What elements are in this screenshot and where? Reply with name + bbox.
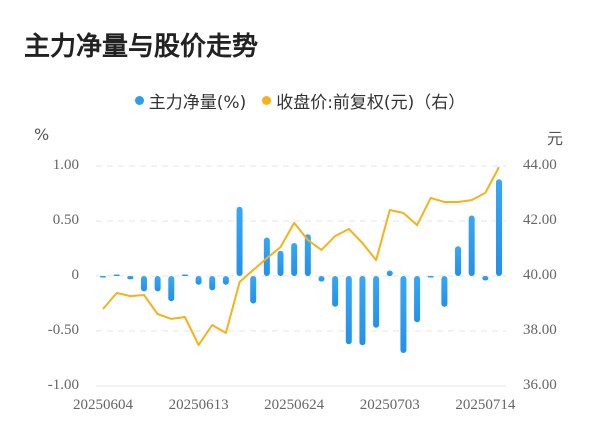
net-flow-bar[interactable] [373,276,380,328]
net-flow-bar[interactable] [277,250,284,276]
net-flow-bar[interactable] [236,206,243,276]
net-flow-bar[interactable] [222,276,229,285]
x-tick-label: 20250604 [73,397,133,413]
net-flow-bar[interactable] [386,270,393,277]
net-flow-bar[interactable] [209,276,216,291]
net-flow-bar[interactable] [195,276,202,285]
close-price-line[interactable] [102,166,500,346]
right-tick: 36.00 [523,377,557,393]
right-axis-unit: 元 [547,129,564,148]
net-flow-bar[interactable] [318,276,325,282]
net-flow-bar[interactable] [482,276,489,281]
net-flow-bar[interactable] [332,276,339,307]
net-flow-bar[interactable] [140,276,147,292]
left-tick: 0 [71,267,80,283]
net-flow-bar[interactable] [345,276,352,345]
chart-legend: 主力净量(%) 收盘价:前复权(元)（右） [0,88,600,113]
net-flow-bar[interactable] [359,276,366,346]
net-flow-bar[interactable] [291,243,298,276]
net-flow-bar[interactable] [414,276,421,323]
legend-item-net-flow[interactable]: 主力净量(%) [134,88,247,113]
net-flow-bar[interactable] [455,246,462,276]
net-flow-bar[interactable] [400,276,407,353]
x-tick-label: 20250624 [264,397,325,413]
net-flow-bar[interactable] [154,276,161,292]
net-flow-bar[interactable] [427,276,434,278]
close-price-line [102,166,500,346]
net-flow-bar[interactable] [127,276,134,280]
legend-label: 主力净量(%) [148,93,247,113]
right-tick: 40.00 [523,267,557,283]
net-flow-bars [100,179,502,353]
right-tick: 42.00 [523,212,557,228]
net-flow-bar[interactable] [100,276,106,278]
legend-dot-icon [262,96,272,105]
x-tick-label: 20250613 [168,397,229,413]
net-flow-bar[interactable] [441,276,448,307]
net-flow-bar[interactable] [468,215,475,277]
gridlines [96,165,506,387]
x-tick-label: 20250703 [359,397,420,413]
legend-dot-icon [134,96,144,105]
legend-label: 收盘价:前复权(元)（右） [276,93,466,113]
legend-item-close-price[interactable]: 收盘价:前复权(元)（右） [262,88,465,113]
net-flow-bar[interactable] [181,274,188,277]
net-flow-bar[interactable] [168,276,175,302]
left-tick: -1.00 [47,377,79,393]
right-tick: 44.00 [523,157,557,173]
left-tick: -0.50 [47,322,79,338]
net-flow-bar[interactable] [263,237,270,277]
x-tick-label: 20250714 [455,397,516,413]
right-tick: 38.00 [523,322,557,338]
left-tick: 1.00 [52,157,79,173]
net-flow-bar[interactable] [113,274,120,277]
net-flow-bar[interactable] [304,234,311,276]
chart-title: 主力净量与股价走势 [24,32,259,62]
net-flow-bar[interactable] [250,276,257,304]
left-axis-unit: % [34,125,50,144]
net-flow-bar[interactable] [496,179,502,276]
left-tick: 0.50 [52,212,79,228]
